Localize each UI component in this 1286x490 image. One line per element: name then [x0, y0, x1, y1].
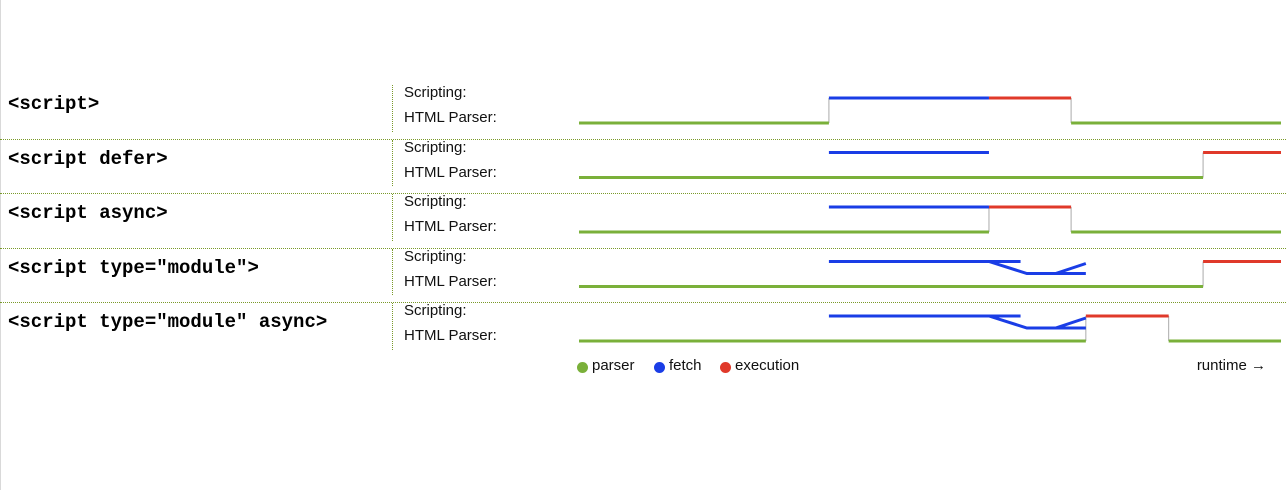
vertical-separator-1: [392, 139, 393, 186]
lane-label-scripting-4: Scripting:: [404, 302, 467, 319]
vertical-separator-0: [392, 85, 393, 132]
lane-label-html-parser-0: HTML Parser:: [404, 109, 497, 126]
lane-label-html-parser-2: HTML Parser:: [404, 218, 497, 235]
legend-label-fetch: fetch: [669, 357, 702, 374]
legend-label-parser: parser: [592, 357, 635, 374]
row-separator-0: [0, 138, 1286, 140]
parser-dot-icon: [577, 362, 588, 373]
lane-label-html-parser-4: HTML Parser:: [404, 327, 497, 344]
lane-label-scripting-3: Scripting:: [404, 247, 467, 265]
row-label-3: <script type="module">: [8, 256, 259, 279]
vertical-separator-4: [392, 303, 393, 350]
fetch-dependency-3: [988, 260, 1087, 275]
row-label-2: <script async>: [8, 202, 168, 224]
legend-label-execution: execution: [735, 357, 800, 374]
row-label-1: <script defer>: [8, 147, 168, 170]
row-label-0: <script>: [8, 93, 100, 115]
legend-item-parser: parser: [577, 358, 635, 373]
row-separator-1: [0, 193, 1286, 194]
fetch-dependency-4: [988, 314, 1087, 330]
legend-item-execution: execution: [720, 358, 799, 373]
lane-label-scripting-2: Scripting:: [404, 193, 467, 210]
lane-label-scripting-1: Scripting:: [404, 138, 467, 156]
lane-label-scripting-0: Scripting:: [404, 84, 467, 101]
execution-dot-icon: [720, 362, 731, 373]
runtime-axis-label: runtime →: [1196, 357, 1266, 374]
legend-item-fetch: fetch: [654, 358, 702, 373]
vertical-separator-2: [392, 194, 393, 241]
vertical-separator-3: [392, 248, 393, 295]
fetch-dot-icon: [654, 362, 665, 373]
page-left-border: [0, 0, 1, 490]
row-separator-2: [0, 247, 1286, 249]
lane-label-html-parser-1: HTML Parser:: [404, 163, 497, 181]
lane-label-html-parser-3: HTML Parser:: [404, 272, 497, 290]
row-label-4: <script type="module" async>: [8, 311, 328, 333]
row-separator-3: [0, 302, 1286, 303]
